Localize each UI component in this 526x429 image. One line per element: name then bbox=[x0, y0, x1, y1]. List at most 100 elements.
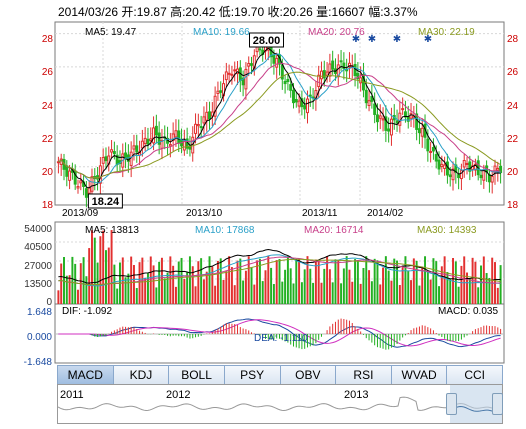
volume-bar bbox=[74, 264, 76, 304]
volume-bar bbox=[480, 266, 482, 304]
volume-bar bbox=[329, 269, 331, 304]
volume-bar bbox=[85, 276, 87, 304]
candle-body bbox=[245, 69, 247, 88]
volume-bar bbox=[228, 256, 230, 304]
candle-body bbox=[141, 141, 143, 148]
volume-bar bbox=[139, 262, 141, 304]
price-tick-right: 22 bbox=[507, 134, 518, 145]
candle-body bbox=[321, 71, 323, 79]
candle-body bbox=[102, 157, 104, 163]
event-marker-icon: ✱ bbox=[393, 34, 401, 45]
volume-bar bbox=[304, 269, 306, 304]
volume-bar bbox=[108, 248, 110, 304]
candle-body bbox=[80, 181, 82, 183]
candle-body bbox=[307, 99, 309, 113]
candle-body bbox=[444, 165, 446, 168]
tab-kdj[interactable]: KDJ bbox=[114, 366, 170, 384]
candle-body bbox=[155, 126, 157, 135]
volume-bar bbox=[483, 256, 485, 304]
volume-bar bbox=[396, 261, 398, 304]
dea-label: DEA: -1.110 bbox=[254, 333, 308, 344]
tab-macd[interactable]: MACD bbox=[58, 366, 114, 384]
date-label: 2014/02 bbox=[367, 208, 403, 219]
volume-bar bbox=[334, 259, 336, 304]
candle-body bbox=[276, 58, 278, 67]
dif-label: DIF: -1.092 bbox=[62, 306, 112, 317]
candle-body bbox=[259, 49, 261, 50]
volume-bar bbox=[404, 256, 406, 304]
volume-bar bbox=[175, 287, 177, 304]
candle-body bbox=[77, 187, 79, 188]
volume-ma20-label: MA20: 16714 bbox=[304, 225, 364, 236]
candle-body bbox=[346, 70, 348, 71]
price-tick-right: 20 bbox=[507, 167, 518, 178]
volume-bar bbox=[206, 272, 208, 304]
volume-bar bbox=[116, 289, 118, 304]
volume-bar bbox=[290, 268, 292, 304]
range-handle-left[interactable] bbox=[446, 393, 457, 415]
volume-bar bbox=[270, 268, 272, 304]
price-ma20-label: MA20: 20.76 bbox=[308, 27, 365, 38]
candle-body bbox=[144, 138, 146, 143]
volume-bar bbox=[197, 261, 199, 304]
volume-bar bbox=[253, 285, 255, 304]
volume-bar bbox=[376, 260, 378, 304]
volume-bar bbox=[407, 271, 409, 304]
volume-bar bbox=[203, 279, 205, 304]
range-navigator[interactable]: 2011 2012 2013 bbox=[57, 384, 503, 424]
volume-bar bbox=[256, 260, 258, 304]
volume-bar bbox=[463, 256, 465, 304]
price-tick-left: 28 bbox=[5, 34, 53, 45]
volume-bar bbox=[365, 256, 367, 304]
date-label: 2013/11 bbox=[302, 208, 337, 219]
volume-bar bbox=[125, 277, 127, 304]
candle-body bbox=[189, 147, 191, 149]
navigator-year: 2012 bbox=[166, 389, 190, 401]
candle-body bbox=[175, 131, 177, 137]
candle-body bbox=[183, 141, 185, 150]
volume-bar bbox=[410, 280, 412, 304]
volume-bar bbox=[455, 261, 457, 304]
volume-bar bbox=[399, 285, 401, 304]
volume-bar bbox=[298, 259, 300, 304]
volume-bar bbox=[460, 266, 462, 304]
tab-boll[interactable]: BOLL bbox=[169, 366, 225, 384]
candle-body bbox=[287, 79, 289, 81]
candle-body bbox=[206, 112, 208, 120]
candle-body bbox=[284, 81, 286, 83]
low-callout-text: 18.24 bbox=[92, 196, 120, 208]
navigator-year: 2011 bbox=[60, 389, 84, 401]
candle-body bbox=[178, 131, 180, 143]
price-tick-left: 22 bbox=[5, 134, 53, 145]
candle-body bbox=[491, 176, 493, 182]
candle-body bbox=[418, 129, 420, 133]
tab-cci[interactable]: CCI bbox=[447, 366, 502, 384]
volume-bar bbox=[158, 262, 160, 304]
volume-bar bbox=[435, 261, 437, 304]
volume-bar bbox=[217, 261, 219, 304]
volume-bar bbox=[248, 256, 250, 304]
volume-bar bbox=[488, 278, 490, 304]
tab-rsi[interactable]: RSI bbox=[336, 366, 392, 384]
volume-bar bbox=[382, 268, 384, 304]
volume-bar bbox=[113, 265, 115, 304]
candle-body bbox=[290, 85, 292, 91]
tab-obv[interactable]: OBV bbox=[281, 366, 337, 384]
tab-psy[interactable]: PSY bbox=[225, 366, 281, 384]
volume-bar bbox=[88, 248, 90, 304]
candle-body bbox=[379, 116, 381, 118]
volume-bar bbox=[354, 259, 356, 304]
tab-wvad[interactable]: WVAD bbox=[392, 366, 448, 384]
volume-bar bbox=[231, 267, 233, 304]
candle-body bbox=[147, 139, 149, 144]
volume-bar bbox=[449, 279, 451, 304]
candle-body bbox=[365, 90, 367, 102]
price-tick-right: 18 bbox=[507, 200, 518, 211]
price-tick-right: 28 bbox=[507, 34, 518, 45]
volume-tick: 13500 bbox=[2, 279, 52, 290]
candle-body bbox=[488, 175, 490, 182]
candle-body bbox=[360, 78, 362, 83]
volume-bar bbox=[371, 281, 373, 304]
candle-body bbox=[273, 55, 275, 63]
range-handle-right[interactable] bbox=[492, 393, 503, 415]
